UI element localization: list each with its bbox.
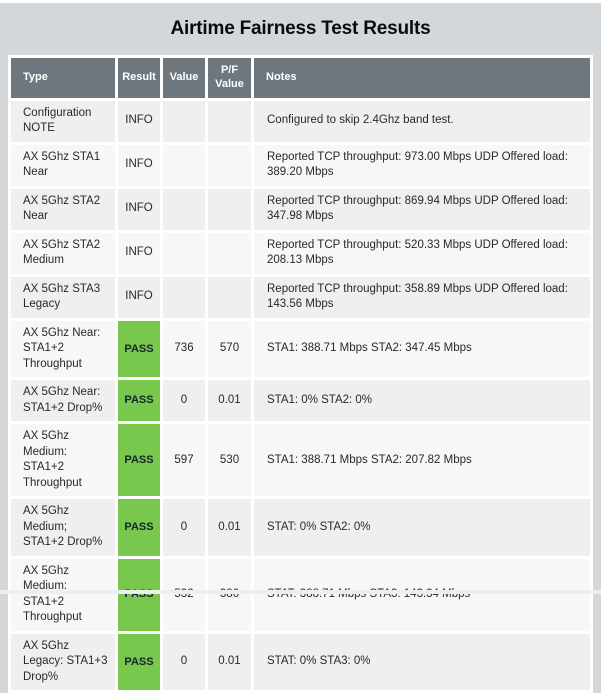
result-cell-pass: PASS bbox=[118, 558, 160, 631]
result-cell-info: INFO bbox=[118, 188, 160, 230]
pf-value-cell: 570 bbox=[208, 320, 251, 378]
result-cell-info: INFO bbox=[118, 144, 160, 186]
notes-cell: Reported TCP throughput: 358.89 Mbps UDP… bbox=[254, 276, 590, 318]
notes-cell: STAT: 0% STA2: 0% bbox=[254, 499, 590, 556]
page-title: Airtime Fairness Test Results bbox=[170, 18, 431, 39]
notes-cell: Reported TCP throughput: 973.00 Mbps UDP… bbox=[254, 144, 590, 186]
column-header-type: Type bbox=[11, 58, 115, 98]
column-header-result: Result bbox=[118, 58, 160, 98]
type-cell: AX 5Ghz Medium; STA1+2 Drop% bbox=[11, 499, 115, 556]
value-cell bbox=[163, 188, 205, 230]
value-cell bbox=[163, 276, 205, 318]
pf-value-cell bbox=[208, 144, 251, 186]
pf-value-cell bbox=[208, 188, 251, 230]
notes-cell: STA1: 388.71 Mbps STA2: 207.82 Mbps bbox=[254, 424, 590, 497]
table-row: AX 5Ghz Medium; STA1+2 Drop% PASS 0 0.01 STA… bbox=[11, 499, 590, 556]
pf-value-cell: 380 bbox=[208, 558, 251, 631]
table-header-row: Type Result Value P/F Value Notes bbox=[11, 58, 590, 98]
notes-cell: Configured to skip 2.4Ghz band test. bbox=[254, 100, 590, 142]
value-cell: 0 bbox=[163, 633, 205, 691]
column-header-value: Value bbox=[163, 58, 205, 98]
type-cell: AX 5Ghz Near: STA1+2 Drop% bbox=[11, 380, 115, 422]
type-cell: AX 5Ghz STA3 Legacy bbox=[11, 276, 115, 318]
table-row: AX 5Ghz STA2 Near INFO Reported TCP throug… bbox=[11, 188, 590, 230]
type-cell: AX 5Ghz Medium: STA1+2 Throughput bbox=[11, 558, 115, 631]
result-cell-info: INFO bbox=[118, 276, 160, 318]
pf-value-cell bbox=[208, 232, 251, 274]
table-row: AX 5Ghz STA3 Legacy INFO Reported TCP thro… bbox=[11, 276, 590, 318]
value-cell: 736 bbox=[163, 320, 205, 378]
result-cell-info: INFO bbox=[118, 232, 160, 274]
result-cell-pass: PASS bbox=[118, 424, 160, 497]
value-cell bbox=[163, 232, 205, 274]
type-cell: AX 5Ghz STA2 Medium bbox=[11, 232, 115, 274]
notes-cell: Reported TCP throughput: 520.33 Mbps UDP… bbox=[254, 232, 590, 274]
table-row: AX 5Ghz STA1 Near INFO Reported TCP throug… bbox=[11, 144, 590, 186]
pf-value-cell: 0.01 bbox=[208, 633, 251, 691]
notes-cell: Reported TCP throughput: 869.94 Mbps UDP… bbox=[254, 188, 590, 230]
type-cell: AX 5Ghz Legacy: STA1+3 Drop% bbox=[11, 633, 115, 691]
pf-value-cell bbox=[208, 100, 251, 142]
table-row: Configuration NOTE INFO Configured to skip… bbox=[11, 100, 590, 142]
top-edge-strip bbox=[0, 0, 601, 3]
type-cell: AX 5Ghz Near: STA1+2 Throughput bbox=[11, 320, 115, 378]
table-row: AX 5Ghz Medium: STA1+2 Throughput PASS 597… bbox=[11, 424, 590, 497]
notes-cell: STA1: 0% STA2: 0% bbox=[254, 380, 590, 422]
pf-value-cell: 0.01 bbox=[208, 380, 251, 422]
table-row: AX 5Ghz Medium: STA1+2 Throughput PASS 532… bbox=[11, 558, 590, 631]
result-cell-info: INFO bbox=[118, 100, 160, 142]
column-header-notes: Notes bbox=[254, 58, 590, 98]
type-cell: AX 5Ghz Medium: STA1+2 Throughput bbox=[11, 424, 115, 497]
result-cell-pass: PASS bbox=[118, 633, 160, 691]
column-header-pf-value: P/F Value bbox=[208, 58, 251, 98]
table-row: AX 5Ghz STA2 Medium INFO Reported TCP thro… bbox=[11, 232, 590, 274]
results-table: Type Result Value P/F Value Notes Config… bbox=[8, 55, 593, 693]
type-cell: AX 5Ghz STA2 Near bbox=[11, 188, 115, 230]
result-cell-pass: PASS bbox=[118, 320, 160, 378]
result-cell-pass: PASS bbox=[118, 499, 160, 556]
type-cell: Configuration NOTE bbox=[11, 100, 115, 142]
value-cell: 0 bbox=[163, 380, 205, 422]
notes-cell: STAT: 0% STA3: 0% bbox=[254, 633, 590, 691]
pf-value-cell bbox=[208, 276, 251, 318]
notes-cell: STA1: 388.71 Mbps STA2: 347.45 Mbps bbox=[254, 320, 590, 378]
notes-cell: STAT: 388.71 Mbps STA3: 143.34 Mbps bbox=[254, 558, 590, 631]
value-cell: 597 bbox=[163, 424, 205, 497]
pf-value-cell: 530 bbox=[208, 424, 251, 497]
value-cell: 532 bbox=[163, 558, 205, 631]
table-row: AX 5Ghz Near: STA1+2 Drop% PASS 0 0.01 STA1:… bbox=[11, 380, 590, 422]
value-cell bbox=[163, 144, 205, 186]
bottom-edge-strip bbox=[0, 590, 601, 594]
value-cell: 0 bbox=[163, 499, 205, 556]
type-cell: AX 5Ghz STA1 Near bbox=[11, 144, 115, 186]
table-row: AX 5Ghz Near: STA1+2 Throughput PASS 736 57… bbox=[11, 320, 590, 378]
value-cell bbox=[163, 100, 205, 142]
table-row: AX 5Ghz Legacy: STA1+3 Drop% PASS 0 0.01 STA… bbox=[11, 633, 590, 691]
result-cell-pass: PASS bbox=[118, 380, 160, 422]
pf-value-cell: 0.01 bbox=[208, 499, 251, 556]
